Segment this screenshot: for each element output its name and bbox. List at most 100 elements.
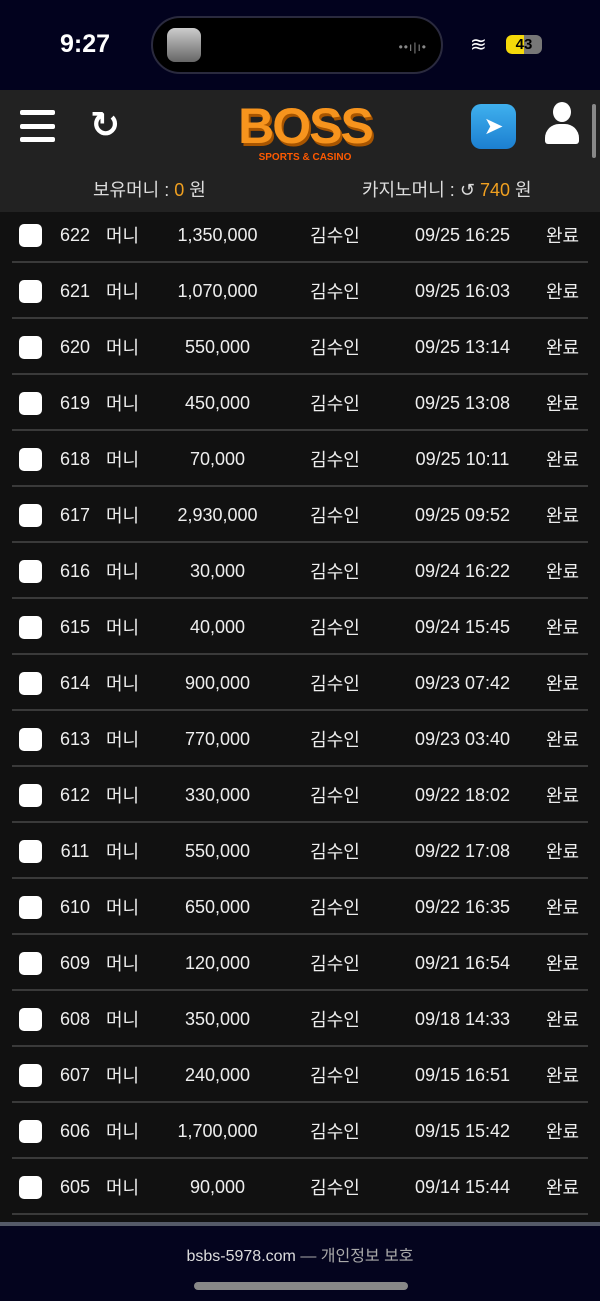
cell-name: 김수인 [310,562,360,582]
cell-id: 617 [59,504,91,525]
cell-type: 머니 [105,506,140,526]
casino-refresh-icon[interactable]: ↺ [459,180,475,200]
table-row[interactable]: 622 머니 1,350,000 김수인 09/25 16:25 완료 [0,212,600,263]
table-row[interactable]: 614 머니 900,000 김수인 09/23 07:42 완료 [0,655,600,711]
table-row[interactable]: 617 머니 2,930,000 김수인 09/25 09:52 완료 [0,487,600,543]
cell-name: 김수인 [310,282,360,302]
cell-date: 09/25 16:25 [414,224,511,245]
cell-date: 09/25 09:52 [414,504,511,525]
table-row[interactable]: 621 머니 1,070,000 김수인 09/25 16:03 완료 [0,263,600,319]
table-row[interactable]: 607 머니 240,000 김수인 09/15 16:51 완료 [0,1047,600,1103]
table-row[interactable]: 618 머니 70,000 김수인 09/25 10:11 완료 [0,431,600,487]
row-checkbox[interactable] [19,952,42,975]
table-row[interactable]: 608 머니 350,000 김수인 09/18 14:33 완료 [0,991,600,1047]
cell-id: 613 [59,728,91,749]
hamburger-menu-icon[interactable] [20,110,55,142]
cell-amount: 650,000 [184,896,251,917]
site-domain[interactable]: bsbs-5978.com [186,1248,296,1265]
cell-status: 완료 [545,226,580,246]
cell-type: 머니 [105,450,140,470]
cell-name: 김수인 [310,450,360,470]
cell-status: 완료 [545,506,580,526]
row-checkbox[interactable] [19,728,42,751]
cell-name: 김수인 [310,1066,360,1086]
cell-name: 김수인 [310,674,360,694]
cell-amount: 1,700,000 [177,1120,258,1141]
table-row[interactable]: 619 머니 450,000 김수인 09/25 13:08 완료 [0,375,600,431]
row-checkbox[interactable] [19,896,42,919]
cell-amount: 70,000 [189,448,246,469]
table-row[interactable]: 615 머니 40,000 김수인 09/24 15:45 완료 [0,599,600,655]
cell-status: 완료 [545,618,580,638]
row-checkbox[interactable] [19,336,42,359]
row-checkbox[interactable] [19,784,42,807]
cell-status: 완료 [545,1010,580,1030]
held-money: 보유머니 : 0 원 [93,180,206,200]
cell-name: 김수인 [310,1122,360,1142]
cell-date: 09/25 16:03 [414,280,511,301]
row-checkbox[interactable] [19,224,42,247]
telegram-icon[interactable]: ➤ [471,104,516,149]
cell-status: 완료 [545,1066,580,1086]
dynamic-island[interactable]: ••ı|ı• [151,16,443,74]
cell-amount: 90,000 [189,1176,246,1197]
row-checkbox[interactable] [19,1008,42,1031]
row-checkbox[interactable] [19,1176,42,1199]
scrollbar[interactable] [592,104,596,158]
row-checkbox[interactable] [19,1064,42,1087]
cell-name: 김수인 [310,506,360,526]
row-checkbox[interactable] [19,1120,42,1143]
cell-type: 머니 [105,842,140,862]
table-row[interactable]: 612 머니 330,000 김수인 09/22 18:02 완료 [0,767,600,823]
cell-date: 09/22 18:02 [414,784,511,805]
refresh-icon[interactable]: ↻ [90,104,121,145]
cell-date: 09/25 13:14 [414,336,511,357]
user-profile-icon[interactable] [545,102,579,146]
status-bar: 9:27 ••ı|ı• ≋ 43 [0,0,600,90]
cell-amount: 770,000 [184,728,251,749]
cell-id: 610 [59,896,91,917]
row-checkbox[interactable] [19,504,42,527]
cell-type: 머니 [105,730,140,750]
cell-date: 09/25 10:11 [415,448,510,469]
cell-name: 김수인 [310,394,360,414]
cell-date: 09/14 15:44 [414,1176,511,1197]
cell-date: 09/25 13:08 [414,392,511,413]
boss-logo[interactable]: BOSS SPORTS & CASINO [238,98,374,163]
home-indicator[interactable] [194,1282,408,1290]
table-row[interactable]: 620 머니 550,000 김수인 09/25 13:14 완료 [0,319,600,375]
cell-amount: 2,930,000 [177,504,258,525]
row-checkbox[interactable] [19,560,42,583]
cell-type: 머니 [105,1178,140,1198]
table-row[interactable]: 613 머니 770,000 김수인 09/23 03:40 완료 [0,711,600,767]
cell-type: 머니 [105,786,140,806]
cell-amount: 120,000 [184,952,251,973]
table-row[interactable]: 616 머니 30,000 김수인 09/24 16:22 완료 [0,543,600,599]
row-checkbox[interactable] [19,616,42,639]
cell-type: 머니 [105,1010,140,1030]
row-checkbox[interactable] [19,280,42,303]
table-row[interactable]: 605 머니 90,000 김수인 09/14 15:44 완료 [0,1159,600,1215]
cell-name: 김수인 [310,842,360,862]
now-playing-artwork [167,28,201,62]
row-checkbox[interactable] [19,840,42,863]
privacy-link[interactable]: 개인정보 보호 [320,1248,414,1265]
row-checkbox[interactable] [19,448,42,471]
table-row[interactable]: 606 머니 1,700,000 김수인 09/15 15:42 완료 [0,1103,600,1159]
cell-id: 612 [59,784,91,805]
wifi-icon: ≋ [470,34,487,56]
cell-id: 615 [59,616,91,637]
cell-type: 머니 [105,282,140,302]
row-checkbox[interactable] [19,392,42,415]
cell-id: 605 [59,1176,91,1197]
table-row[interactable]: 610 머니 650,000 김수인 09/22 16:35 완료 [0,879,600,935]
cell-type: 머니 [105,674,140,694]
cell-status: 완료 [545,674,580,694]
cell-type: 머니 [105,394,140,414]
cell-name: 김수인 [310,786,360,806]
transaction-list[interactable]: 622 머니 1,350,000 김수인 09/25 16:25 완료 621 머니 1,070… [0,212,600,1222]
table-row[interactable]: 611 머니 550,000 김수인 09/22 17:08 완료 [0,823,600,879]
row-checkbox[interactable] [19,672,42,695]
cell-name: 김수인 [310,954,360,974]
table-row[interactable]: 609 머니 120,000 김수인 09/21 16:54 완료 [0,935,600,991]
